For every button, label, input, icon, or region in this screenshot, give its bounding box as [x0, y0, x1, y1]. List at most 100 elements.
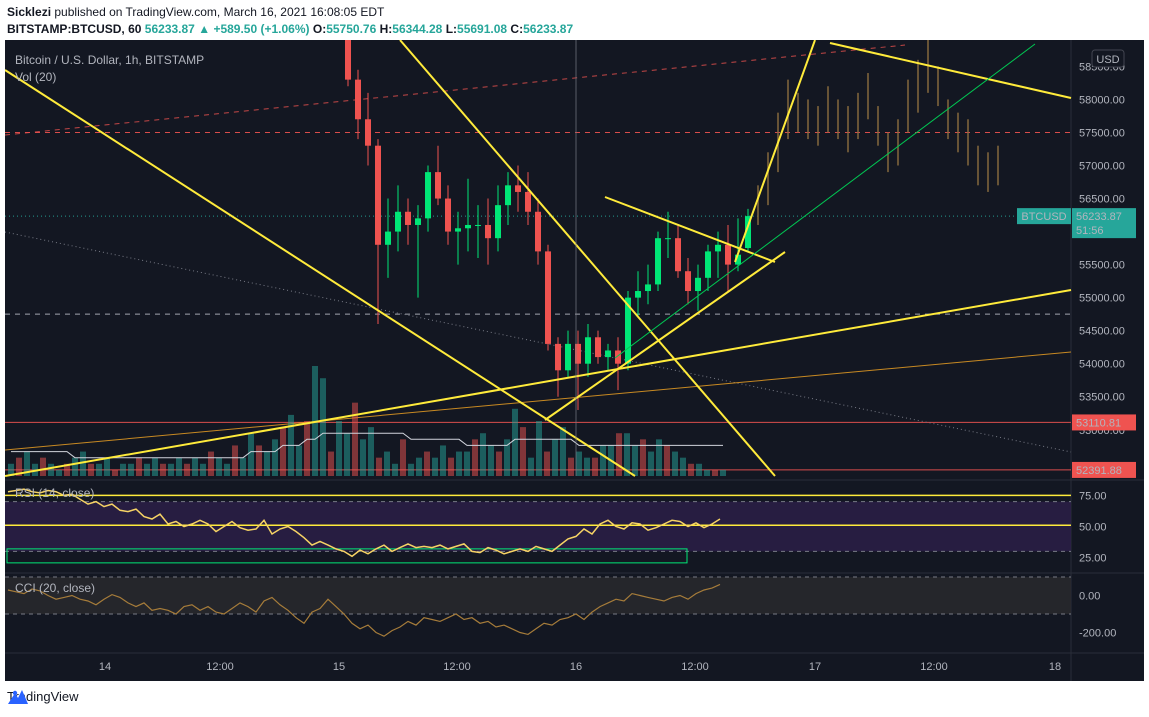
high-value: 56344.28	[392, 22, 443, 36]
volume-bar	[200, 463, 206, 476]
candle-body	[445, 198, 451, 232]
volume-bar	[248, 433, 254, 476]
volume-bar	[472, 439, 478, 476]
time-tick-label: 12:00	[206, 661, 234, 673]
volume-bar	[344, 433, 350, 476]
main-pane-title: Bitcoin / U.S. Dollar, 1h, BITSTAMP	[15, 53, 205, 67]
rsi-legend: RSI (14, close)	[15, 486, 95, 500]
volume-bar	[360, 439, 366, 476]
candle-body	[615, 350, 621, 364]
chart-area[interactable]: 58500.0058000.0057500.0057000.0056500.00…	[5, 40, 1144, 681]
orange-trendline	[5, 351, 1072, 451]
candle-body	[425, 172, 431, 219]
volume-bar	[128, 463, 134, 476]
volume-bar	[24, 451, 30, 476]
low-label: L:	[445, 22, 458, 36]
dotted-grey-trendline	[5, 231, 1072, 453]
price-badge	[1072, 208, 1136, 239]
up-triangle-icon: ▲	[198, 22, 211, 36]
volume-bar	[256, 445, 262, 476]
candle-body	[725, 244, 731, 265]
candle-body	[345, 40, 351, 80]
chart-svg[interactable]: 58500.0058000.0057500.0057000.0056500.00…	[5, 40, 1144, 681]
volume-bar	[136, 457, 142, 476]
candle-body	[415, 218, 421, 225]
volume-bar	[480, 433, 486, 476]
volume-bar	[120, 463, 126, 476]
volume-bar	[96, 463, 102, 476]
volume-bar	[88, 463, 94, 476]
volume-bar	[664, 445, 670, 476]
volume-bar	[160, 463, 166, 476]
volume-bar	[336, 421, 342, 476]
bottom-level-label: 52391.88	[1076, 465, 1122, 477]
symbol-badge-label: BTCUSD	[1021, 211, 1066, 223]
volume-ma-line	[11, 432, 723, 459]
volume-bar	[64, 463, 70, 476]
time-tick-label: 18	[1049, 661, 1061, 673]
volume-bar	[232, 445, 238, 476]
candle-body	[695, 277, 701, 292]
volume-bar	[688, 463, 694, 476]
candle-body	[545, 251, 551, 344]
volume-bar	[704, 469, 710, 476]
candle-body	[495, 205, 501, 239]
volume-bar	[296, 445, 302, 476]
yellow-trendline	[544, 251, 786, 421]
volume-bar	[408, 463, 414, 476]
volume-bar	[520, 427, 526, 476]
volume-bar	[680, 457, 686, 476]
candle-body	[515, 185, 521, 192]
publish-header: Sicklezi published on TradingView.com, M…	[0, 0, 1149, 40]
volume-bar	[504, 439, 510, 476]
rsi-tick-label: 25.00	[1079, 553, 1107, 565]
cci-tick-label: -200.00	[1079, 628, 1116, 640]
last-price: 56233.87	[144, 22, 195, 36]
price-tick-label: 54000.00	[1079, 359, 1125, 371]
candle-body	[605, 350, 611, 358]
yellow-trendline	[829, 42, 1072, 99]
volume-bar	[144, 463, 150, 476]
price-tick-label: 54500.00	[1079, 326, 1125, 338]
volume-bar	[264, 451, 270, 476]
tradingview-logo[interactable]: TradingView	[7, 689, 79, 704]
candle-body	[585, 337, 591, 364]
candle-body	[375, 145, 381, 245]
volume-bar	[600, 445, 606, 476]
volume-bar	[72, 457, 78, 476]
close-label: C:	[510, 22, 524, 36]
candle-body	[665, 238, 671, 240]
red-level-label: 53110.81	[1076, 417, 1121, 429]
rsi-tick-label: 75.00	[1079, 490, 1107, 502]
volume-bar	[584, 457, 590, 476]
volume-bar	[56, 469, 62, 476]
candle-body	[455, 228, 461, 232]
volume-bar	[48, 463, 54, 476]
open-value: 55750.76	[326, 22, 377, 36]
volume-bar	[112, 469, 118, 476]
volume-bar	[640, 439, 646, 476]
candle-body	[705, 251, 711, 278]
candle-body	[675, 238, 681, 272]
volume-bar	[448, 457, 454, 476]
volume-bar	[720, 469, 726, 476]
rsi-band	[5, 501, 1071, 552]
volume-bar	[464, 451, 470, 476]
candle-body	[355, 79, 361, 120]
candle-body	[465, 224, 471, 229]
countdown-label: 51:56	[1076, 225, 1104, 237]
volume-bar	[192, 457, 198, 476]
volume-bar	[432, 457, 438, 476]
volume-bar	[328, 451, 334, 476]
volume-bar	[456, 451, 462, 476]
volume-bar	[384, 451, 390, 476]
author-name[interactable]: Sicklezi	[7, 5, 52, 19]
candle-body	[575, 343, 581, 364]
candle-body	[635, 291, 641, 298]
price-tick-label: 55500.00	[1079, 260, 1125, 272]
price-tick-label: 57500.00	[1079, 127, 1125, 139]
ohlc-line: BITSTAMP:BTCUSD, 60 56233.87 ▲ +589.50 (…	[7, 22, 573, 36]
candle-body	[645, 284, 651, 292]
chart-background	[5, 40, 1144, 681]
volume-bar	[712, 469, 718, 476]
